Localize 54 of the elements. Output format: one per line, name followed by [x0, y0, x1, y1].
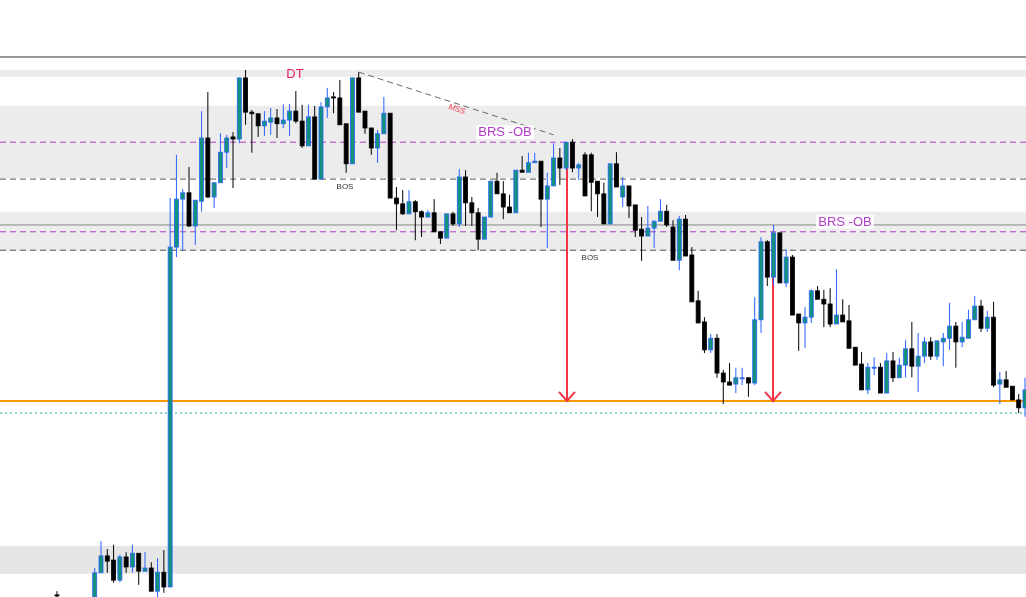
candlestick: [406, 189, 412, 215]
candlestick: [205, 91, 211, 198]
candlestick: [274, 108, 280, 139]
candlestick: [664, 204, 670, 228]
candlestick: [576, 162, 582, 181]
candlestick: [450, 211, 456, 227]
candlestick: [978, 299, 984, 333]
candlestick: [1022, 377, 1026, 418]
candlestick: [834, 268, 839, 325]
candlestick: [161, 549, 167, 594]
candlestick: [563, 141, 569, 171]
candlestick: [538, 160, 544, 228]
candlestick: [614, 151, 619, 188]
candlestick: [155, 557, 160, 597]
candlestick: [519, 155, 525, 173]
candlestick: [909, 321, 915, 378]
candlestick: [953, 321, 959, 369]
candlestick: [890, 351, 896, 383]
candlestick: [117, 554, 123, 583]
candlestick: [136, 552, 142, 586]
candlestick: [928, 336, 934, 361]
candlestick: [984, 310, 990, 333]
candlestick: [771, 224, 776, 286]
candlestick: [130, 544, 135, 574]
ref-line-label: BOS: [336, 182, 354, 192]
candlestick: [142, 551, 148, 572]
candlestick: [783, 248, 789, 288]
text: MSS: [447, 102, 468, 117]
ref-line-label: BRS -OB: [478, 124, 532, 140]
candlestick: [456, 168, 462, 228]
candlestick: [878, 362, 883, 394]
candlestick: [123, 551, 129, 574]
candlestick: [54, 590, 60, 597]
candlestick: [997, 371, 1003, 405]
candlestick: [306, 104, 311, 147]
candlestick: [884, 352, 890, 394]
candlestick: [557, 147, 563, 186]
candlestick: [186, 166, 192, 227]
candlestick: [764, 239, 770, 287]
candlestick: [236, 77, 242, 144]
candlestick: [312, 105, 318, 180]
candlestick: [676, 215, 682, 271]
ref-line-label: BRS -OB: [818, 213, 872, 229]
candlestick: [746, 377, 751, 398]
ref-line-label: BOS: [581, 253, 599, 263]
candlestick: [570, 138, 575, 173]
candlestick: [425, 209, 431, 218]
candlestick: [991, 301, 996, 388]
band-label: DT: [286, 66, 304, 82]
candlestick: [620, 176, 626, 208]
candlestick: [148, 561, 154, 592]
candlestick: [670, 219, 676, 261]
candlestick: [708, 333, 714, 354]
candlestick: [230, 131, 236, 189]
